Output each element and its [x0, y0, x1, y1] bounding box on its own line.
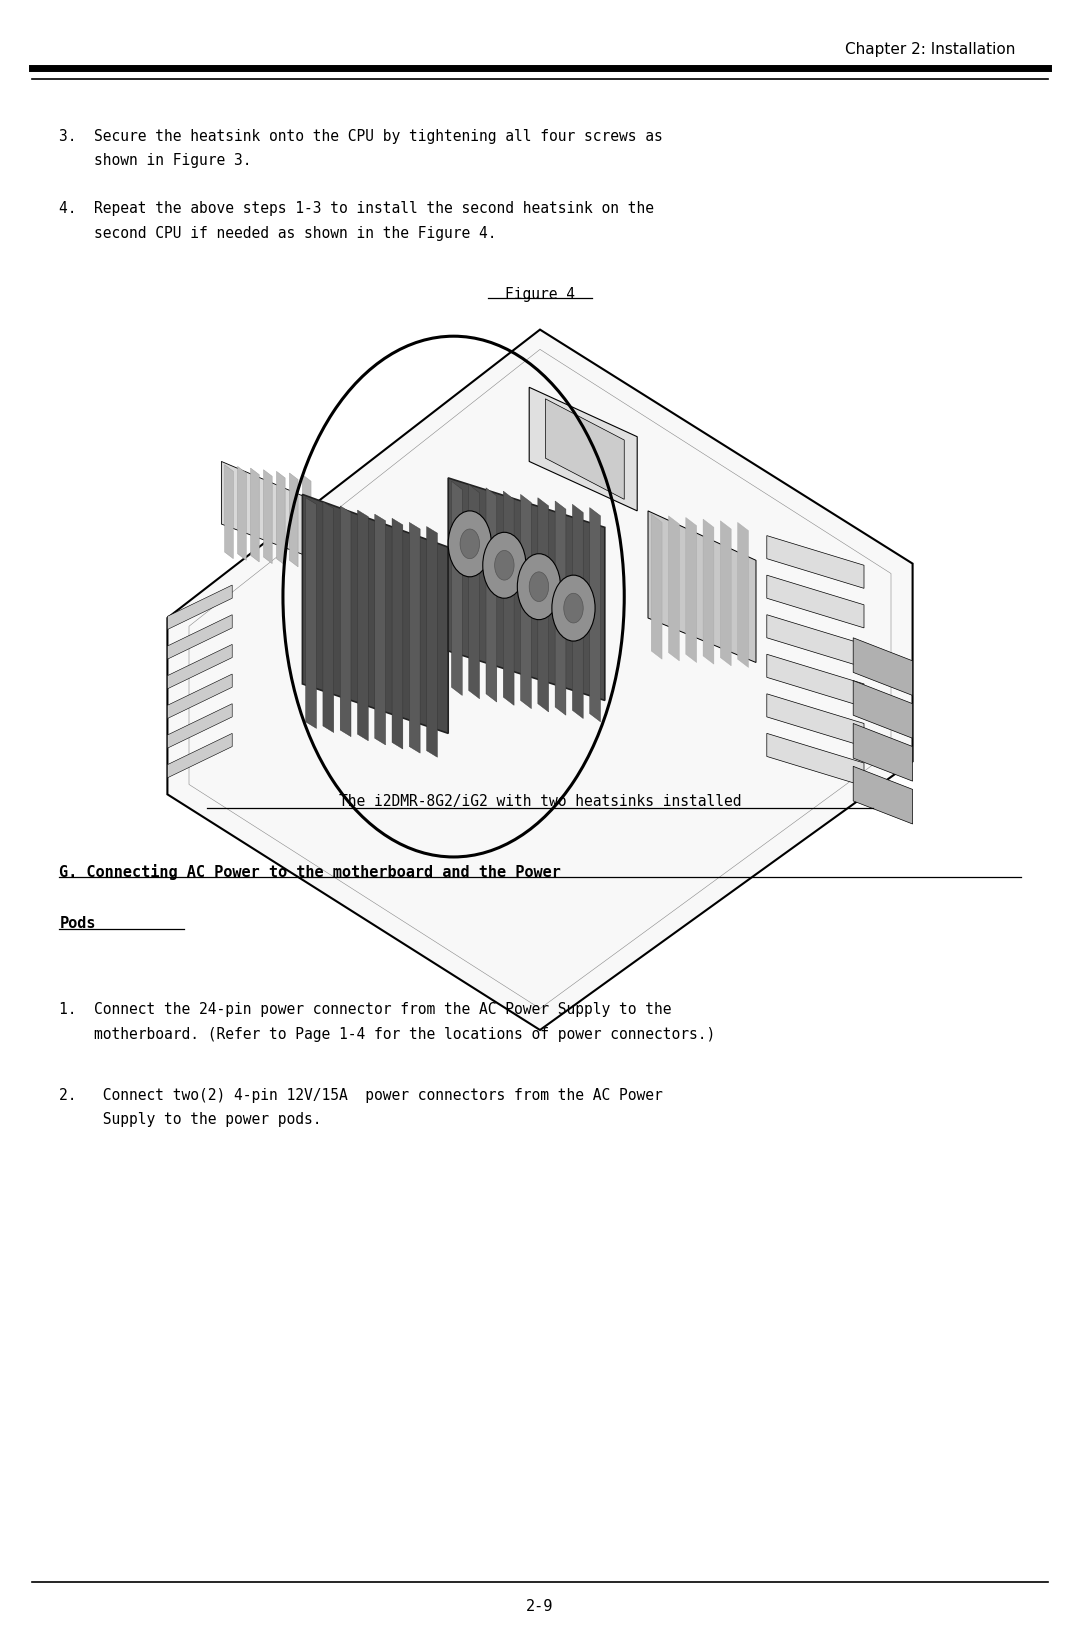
Polygon shape	[538, 498, 549, 712]
Polygon shape	[357, 511, 368, 740]
Polygon shape	[409, 522, 420, 753]
Polygon shape	[486, 488, 497, 702]
Polygon shape	[225, 465, 233, 559]
Polygon shape	[167, 704, 232, 748]
Polygon shape	[238, 466, 246, 560]
Polygon shape	[853, 638, 913, 695]
Text: Figure 4: Figure 4	[505, 287, 575, 302]
Polygon shape	[545, 399, 624, 499]
Polygon shape	[264, 470, 272, 564]
Polygon shape	[720, 521, 731, 666]
Polygon shape	[469, 485, 480, 699]
Text: 2-9: 2-9	[526, 1599, 554, 1613]
Polygon shape	[167, 644, 232, 689]
Polygon shape	[767, 575, 864, 628]
Polygon shape	[651, 514, 662, 659]
Circle shape	[495, 550, 514, 580]
Polygon shape	[767, 733, 864, 786]
Polygon shape	[167, 330, 913, 1030]
Polygon shape	[276, 471, 285, 565]
Polygon shape	[853, 766, 913, 824]
Polygon shape	[738, 522, 748, 667]
Polygon shape	[529, 387, 637, 511]
Text: 4.  Repeat the above steps 1-3 to install the second heatsink on the
    second : 4. Repeat the above steps 1-3 to install…	[59, 201, 654, 241]
Polygon shape	[167, 733, 232, 778]
Polygon shape	[167, 615, 232, 659]
Circle shape	[529, 572, 549, 602]
Text: 1.  Connect the 24-pin power connector from the AC Power Supply to the
    mothe: 1. Connect the 24-pin power connector fr…	[59, 1002, 716, 1042]
Circle shape	[483, 532, 526, 598]
Text: Pods: Pods	[59, 916, 96, 931]
Polygon shape	[167, 674, 232, 719]
Polygon shape	[427, 527, 437, 756]
Polygon shape	[448, 478, 605, 700]
Text: 2.   Connect two(2) 4-pin 12V/15A  power connectors from the AC Power
     Suppl: 2. Connect two(2) 4-pin 12V/15A power co…	[59, 1088, 663, 1127]
Polygon shape	[340, 506, 351, 737]
Text: The i2DMR-8G2/iG2 with two heatsinks installed: The i2DMR-8G2/iG2 with two heatsinks ins…	[339, 794, 741, 809]
Polygon shape	[167, 585, 232, 630]
Polygon shape	[648, 511, 756, 662]
Polygon shape	[221, 461, 319, 560]
Polygon shape	[306, 498, 316, 728]
Polygon shape	[572, 504, 583, 719]
Circle shape	[448, 511, 491, 577]
Polygon shape	[289, 473, 298, 567]
Polygon shape	[767, 654, 864, 707]
Polygon shape	[302, 494, 448, 733]
Polygon shape	[703, 519, 714, 664]
Polygon shape	[767, 615, 864, 667]
Circle shape	[517, 554, 561, 620]
Polygon shape	[555, 501, 566, 715]
Polygon shape	[302, 475, 311, 569]
Polygon shape	[521, 494, 531, 709]
Polygon shape	[767, 694, 864, 747]
Polygon shape	[686, 517, 697, 662]
Polygon shape	[375, 514, 386, 745]
Polygon shape	[323, 503, 334, 732]
Polygon shape	[392, 519, 403, 748]
Polygon shape	[590, 508, 600, 722]
Polygon shape	[669, 516, 679, 661]
Polygon shape	[853, 681, 913, 738]
Polygon shape	[251, 468, 259, 562]
Polygon shape	[451, 481, 462, 695]
Circle shape	[552, 575, 595, 641]
Text: 3.  Secure the heatsink onto the CPU by tightening all four screws as
    shown : 3. Secure the heatsink onto the CPU by t…	[59, 129, 663, 168]
Polygon shape	[767, 536, 864, 588]
Polygon shape	[503, 491, 514, 705]
Circle shape	[564, 593, 583, 623]
Text: Chapter 2: Installation: Chapter 2: Installation	[845, 41, 1015, 58]
Polygon shape	[853, 723, 913, 781]
Text: G. Connecting AC Power to the motherboard and the Power: G. Connecting AC Power to the motherboar…	[59, 864, 562, 880]
Circle shape	[460, 529, 480, 559]
